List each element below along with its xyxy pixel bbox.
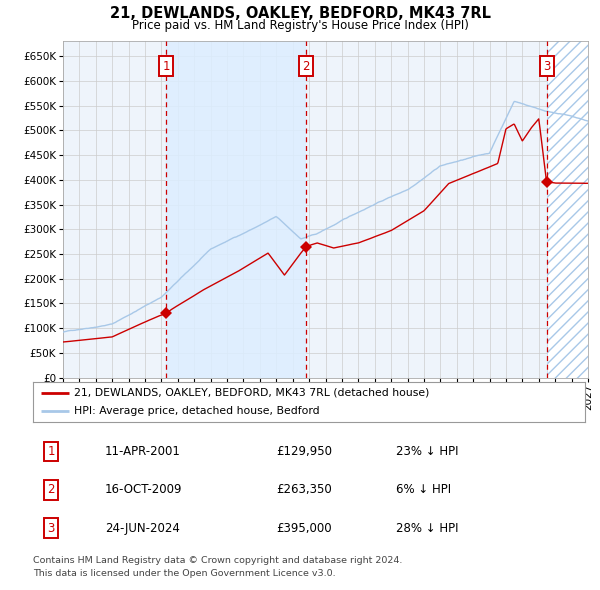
Text: 23% ↓ HPI: 23% ↓ HPI: [396, 445, 458, 458]
Text: HPI: Average price, detached house, Bedford: HPI: Average price, detached house, Bedf…: [74, 406, 320, 416]
Text: £129,950: £129,950: [276, 445, 332, 458]
Text: 24-JUN-2024: 24-JUN-2024: [105, 522, 180, 535]
Text: Price paid vs. HM Land Registry's House Price Index (HPI): Price paid vs. HM Land Registry's House …: [131, 19, 469, 32]
Text: 1: 1: [47, 445, 55, 458]
Text: £263,350: £263,350: [276, 483, 332, 496]
Text: 11-APR-2001: 11-APR-2001: [105, 445, 181, 458]
Text: 6% ↓ HPI: 6% ↓ HPI: [396, 483, 451, 496]
Text: 1: 1: [162, 60, 170, 73]
Text: 28% ↓ HPI: 28% ↓ HPI: [396, 522, 458, 535]
Text: 16-OCT-2009: 16-OCT-2009: [105, 483, 182, 496]
Text: 3: 3: [543, 60, 550, 73]
Text: Contains HM Land Registry data © Crown copyright and database right 2024.: Contains HM Land Registry data © Crown c…: [33, 556, 403, 565]
Text: 21, DEWLANDS, OAKLEY, BEDFORD, MK43 7RL: 21, DEWLANDS, OAKLEY, BEDFORD, MK43 7RL: [110, 6, 491, 21]
Text: This data is licensed under the Open Government Licence v3.0.: This data is licensed under the Open Gov…: [33, 569, 335, 578]
Text: 2: 2: [302, 60, 310, 73]
Text: 3: 3: [47, 522, 55, 535]
Text: £395,000: £395,000: [276, 522, 332, 535]
Text: 21, DEWLANDS, OAKLEY, BEDFORD, MK43 7RL (detached house): 21, DEWLANDS, OAKLEY, BEDFORD, MK43 7RL …: [74, 388, 430, 398]
Text: 2: 2: [47, 483, 55, 496]
